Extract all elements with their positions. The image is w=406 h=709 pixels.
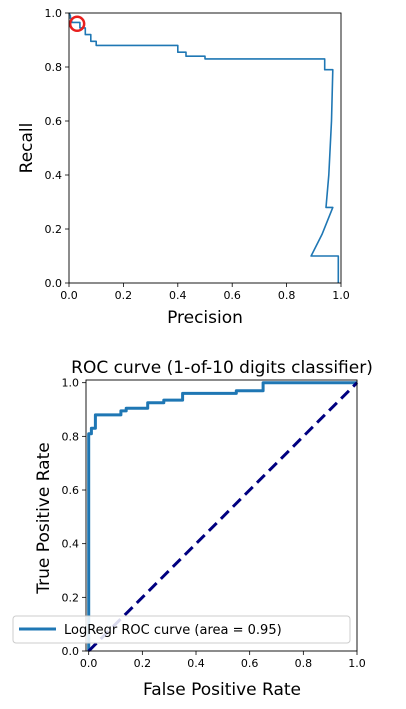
pr-x-tick-label: 0.0 [60, 289, 78, 302]
pr-y-tick-label: 0.0 [45, 277, 63, 290]
roc-x-tick-label: 0.8 [295, 657, 313, 670]
pr-x-tick-label: 0.6 [223, 289, 241, 302]
roc-x-tick-label: 0.0 [80, 657, 98, 670]
roc-diagonal-reference-line [87, 381, 359, 653]
pr-y-tick-label: 0.8 [45, 61, 63, 74]
roc-x-axis-label: False Positive Rate [143, 680, 301, 700]
roc-plot-frame [85, 379, 358, 652]
roc-x-tick-label: 0.4 [187, 657, 205, 670]
pr-y-ticks: 0.0 0.2 0.4 0.6 0.8 1.0 [45, 7, 69, 290]
roc-legend: LogRegr ROC curve (area = 0.95) [12, 615, 351, 644]
pr-curve-line [68, 12, 340, 283]
pr-y-tick-label: 0.2 [45, 223, 63, 236]
pr-y-tick-label: 0.4 [45, 169, 63, 182]
pr-x-tick-label: 0.8 [278, 289, 296, 302]
roc-curve-line [87, 381, 357, 651]
roc-title: ROC curve (1-of-10 digits classifier) [71, 358, 373, 378]
roc-y-tick-label: 1.0 [62, 377, 80, 390]
pr-chart: 0.0 0.2 0.4 0.6 0.8 1.0 0.0 0.2 0.4 0.6 0.8 1.0 Pr… [17, 7, 350, 328]
roc-legend-label: LogRegr ROC curve (area = 0.95) [64, 623, 282, 638]
roc-y-tick-label: 0.8 [62, 430, 80, 443]
roc-y-axis-label: True Positive Rate [34, 442, 54, 594]
roc-y-tick-label: 0.2 [62, 591, 80, 604]
roc-y-tick-label: 0.6 [62, 484, 80, 497]
pr-plot-frame [68, 12, 342, 284]
roc-series-layer [87, 381, 359, 653]
pr-x-tick-label: 1.0 [332, 289, 350, 302]
pr-y-axis-label: Recall [17, 123, 37, 174]
pr-annotation-layer [68, 15, 86, 33]
pr-x-tick-label: 0.4 [169, 289, 187, 302]
pr-x-axis-label: Precision [167, 308, 243, 328]
roc-x-tick-label: 0.2 [134, 657, 152, 670]
pr-x-ticks: 0.0 0.2 0.4 0.6 0.8 1.0 [60, 283, 350, 302]
pr-y-tick-label: 0.6 [45, 115, 63, 128]
roc-x-tick-label: 0.6 [241, 657, 259, 670]
roc-y-tick-label: 0.4 [62, 538, 80, 551]
roc-x-tick-label: 1.0 [348, 657, 366, 670]
roc-x-ticks: 0.0 0.2 0.4 0.6 0.8 1.0 [80, 651, 366, 670]
roc-chart: ROC curve (1-of-10 digits classifier) 0.… [12, 358, 373, 700]
roc-legend-box [12, 615, 351, 644]
pr-highlight-marker [68, 15, 86, 33]
roc-y-tick-label: 0.0 [62, 645, 80, 658]
roc-y-ticks: 0.0 0.2 0.4 0.6 0.8 1.0 [62, 377, 86, 658]
pr-x-tick-label: 0.2 [115, 289, 133, 302]
pr-y-tick-label: 1.0 [45, 7, 63, 20]
pr-series-layer [68, 12, 340, 283]
